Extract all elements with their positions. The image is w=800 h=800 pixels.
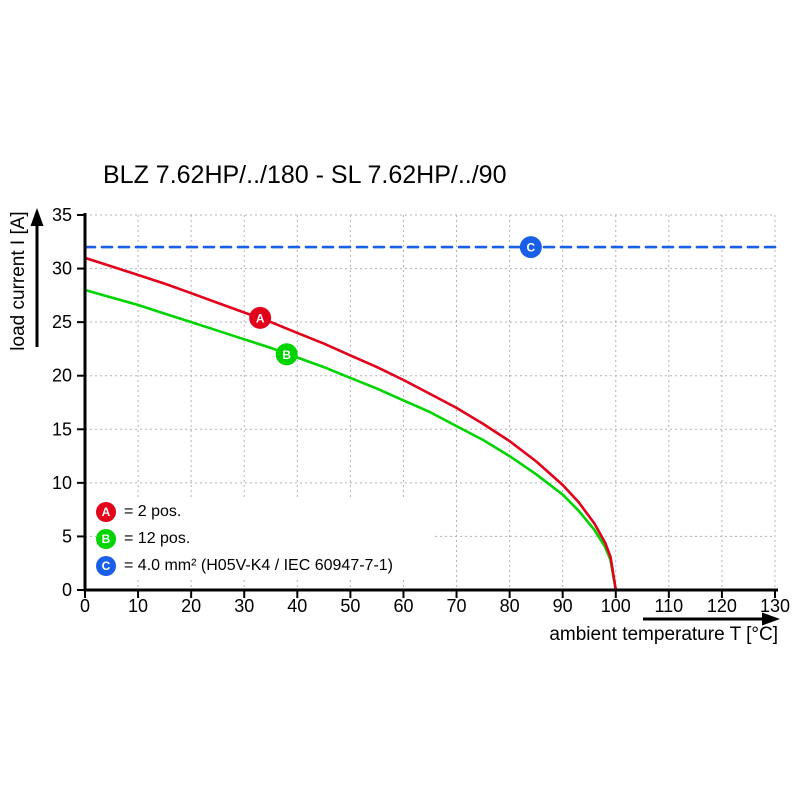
legend-marker-b-icon: B <box>96 529 116 549</box>
legend-marker-a-icon: A <box>96 502 116 522</box>
y-tick-label: 20 <box>52 366 72 386</box>
x-tick-label: 10 <box>128 596 148 616</box>
marker-c <box>519 236 542 259</box>
x-tick-label: 60 <box>393 596 413 616</box>
legend-label-c: = 4.0 mm² (H05V-K4 / IEC 60947-7-1) <box>124 557 393 574</box>
y-tick-label: 35 <box>52 205 72 225</box>
legend-label-a: = 2 pos. <box>124 503 182 520</box>
marker-a-label: A <box>256 311 265 325</box>
x-tick-label: 20 <box>181 596 201 616</box>
x-axis-arrow-icon <box>762 612 780 626</box>
legend-label-b: = 12 pos. <box>124 530 191 547</box>
y-tick-label: 30 <box>52 259 72 279</box>
marker-a <box>249 306 272 329</box>
x-axis-title: ambient temperature T [°C] <box>549 624 778 645</box>
legend-item-a: A = 2 pos. <box>96 500 432 524</box>
series-curve-a <box>83 256 618 592</box>
legend-item-c: C = 4.0 mm² (H05V-K4 / IEC 60947-7-1) <box>96 554 432 578</box>
x-tick-label: 70 <box>447 596 467 616</box>
y-tick-label: 0 <box>62 580 72 600</box>
y-tick-label: 5 <box>62 526 72 546</box>
x-tick-label: 90 <box>553 596 573 616</box>
y-tick-label: 15 <box>52 419 72 439</box>
marker-c-label: C <box>527 241 536 255</box>
y-tick-label: 10 <box>52 473 72 493</box>
x-tick-label: 110 <box>654 596 683 616</box>
marker-b-label: B <box>282 348 291 362</box>
x-tick-label: 80 <box>500 596 520 616</box>
marker-b <box>275 343 298 366</box>
x-tick-label: 50 <box>340 596 360 616</box>
y-axis-title: load current I [A] <box>8 211 29 351</box>
x-tick-label: 30 <box>234 596 254 616</box>
x-tick-label: 0 <box>80 596 90 616</box>
legend-marker-c-icon: C <box>96 556 116 576</box>
series-curve-b <box>83 288 618 592</box>
x-tick-label: 100 <box>601 596 631 616</box>
legend-item-b: B = 12 pos. <box>96 527 432 551</box>
y-tick-label: 25 <box>52 312 72 332</box>
chart-title: BLZ 7.62HP/../180 - SL 7.62HP/../90 <box>103 161 507 189</box>
x-tick-label: 130 <box>760 596 790 616</box>
y-axis-arrow-icon <box>30 208 44 226</box>
x-tick-label: 40 <box>287 596 307 616</box>
x-tick-label: 120 <box>707 596 737 616</box>
chart-legend: A = 2 pos. B = 12 pos. C = 4.0 mm² (H05V… <box>96 500 432 578</box>
